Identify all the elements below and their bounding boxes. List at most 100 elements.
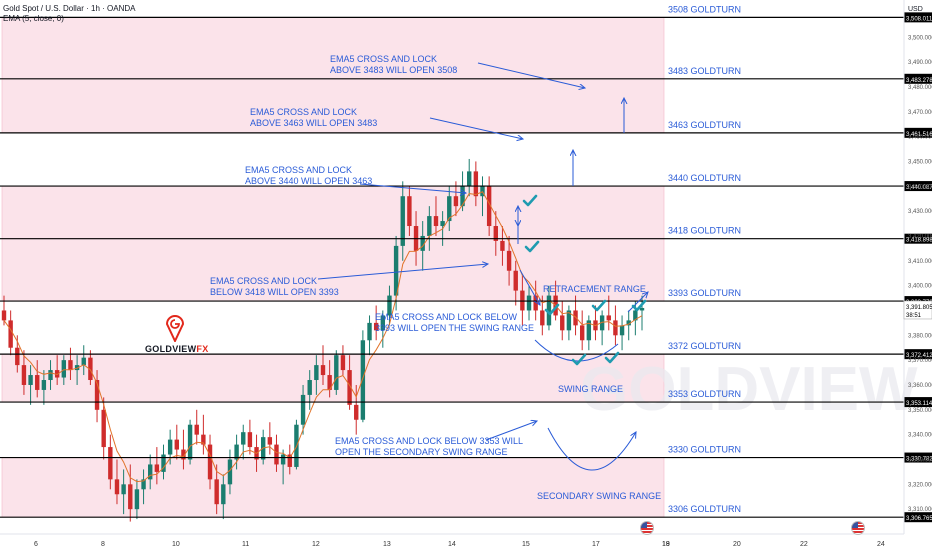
candle-body (526, 295, 532, 311)
candle-body (387, 295, 392, 316)
candle-body (167, 439, 173, 455)
candle (114, 459, 120, 505)
level-label: 3483 GOLDTURN (668, 66, 741, 76)
candle (367, 315, 372, 356)
us-flag-icon[interactable] (640, 521, 654, 535)
candle-body (420, 235, 425, 251)
candle-body (287, 454, 292, 467)
check-icon (604, 351, 620, 364)
watermark: GOLDVIEW FX (580, 355, 932, 424)
candle-body (400, 196, 405, 246)
candle (586, 315, 592, 351)
y-tick-label: 3,430.000 (908, 209, 932, 215)
candle (599, 310, 605, 346)
candle-body (128, 484, 133, 510)
candle (221, 474, 226, 520)
range-band (1, 17, 665, 134)
candle (573, 295, 578, 336)
y-tick-label: 3,370.000 (908, 358, 932, 364)
y-tick-label: 3,440.000 (908, 184, 932, 190)
candle-body (74, 365, 80, 371)
ema-line (3, 191, 643, 483)
candle (453, 181, 459, 217)
candle-body (427, 216, 432, 236)
candle-body (247, 432, 253, 448)
candle-body (94, 380, 100, 410)
candle-body (61, 360, 67, 378)
candle (8, 310, 13, 356)
candle (300, 384, 306, 435)
swing-label: SWING RANGE (558, 384, 623, 394)
annotation-line1: EMA5 CROSS AND LOCK BELOW (375, 312, 518, 322)
candle-body (460, 186, 465, 207)
candle (48, 360, 53, 390)
level-label: 3353 GOLDTURN (668, 389, 741, 399)
candle-body (1, 310, 7, 321)
candle (267, 422, 273, 455)
indicator-label[interactable]: EMA (5, close, 0) (3, 14, 64, 23)
candle-body (513, 270, 518, 291)
secondary-swing-curve (547, 427, 636, 471)
candle (320, 345, 326, 385)
level-label: 3306 GOLDTURN (668, 504, 741, 514)
candle (334, 350, 339, 395)
y-tick-label: 3,310.000 (908, 507, 932, 513)
candle (473, 161, 479, 207)
candle (207, 434, 213, 490)
candle (407, 186, 412, 236)
candle-body (467, 171, 472, 187)
check-icon (522, 194, 538, 207)
candle-body (201, 434, 206, 445)
candle (387, 285, 392, 326)
candle (294, 419, 299, 470)
candle-body (234, 444, 239, 460)
us-flag-icon[interactable] (851, 521, 865, 535)
candle (108, 434, 113, 490)
candle (633, 300, 638, 336)
price-tag-text: 3,508.011 (906, 16, 932, 22)
candle-body (41, 380, 47, 390)
candle-body (81, 357, 86, 366)
candle (373, 305, 379, 341)
candle-body (360, 340, 366, 420)
price-tag (904, 12, 932, 23)
candle (260, 429, 266, 465)
y-tick-label: 3,490.000 (908, 60, 932, 66)
candle-body (207, 444, 213, 480)
candle-body (407, 196, 412, 227)
candle-body (453, 196, 459, 207)
candle-body (440, 221, 445, 227)
candle-body (187, 424, 193, 460)
check-icon (544, 303, 560, 316)
price-tag-text: 3,330.782 (906, 457, 932, 463)
candle-body (274, 444, 279, 465)
x-tick-label: 22 (800, 541, 808, 548)
candle (560, 300, 565, 341)
current-price-tag (903, 300, 932, 320)
candle (241, 424, 246, 460)
candle (427, 206, 432, 251)
x-tick-label: 13 (383, 541, 391, 548)
candle-body (174, 439, 179, 450)
candle-body (340, 355, 346, 371)
candle-body (227, 459, 233, 485)
annotation-arrow (627, 292, 648, 313)
candle-body (586, 320, 592, 341)
candle-body (35, 375, 40, 390)
price-tag (904, 181, 932, 192)
candle-body (48, 370, 53, 381)
x-tick-label: 19 (662, 541, 670, 548)
range-band (1, 185, 665, 239)
candle-body (639, 307, 645, 311)
price-tag (904, 512, 932, 523)
candle-body (619, 325, 625, 336)
candle (154, 447, 160, 485)
annotation-line2: 3393 WILL OPEN THE SWING RANGE (375, 323, 534, 333)
candle-body (214, 479, 219, 505)
y-tick-label: 3,320.000 (908, 482, 932, 488)
candle (41, 370, 47, 405)
check-icon (571, 353, 587, 366)
annotation-line1: EMA5 CROSS AND LOCK (210, 276, 317, 286)
candle-body (380, 315, 386, 331)
